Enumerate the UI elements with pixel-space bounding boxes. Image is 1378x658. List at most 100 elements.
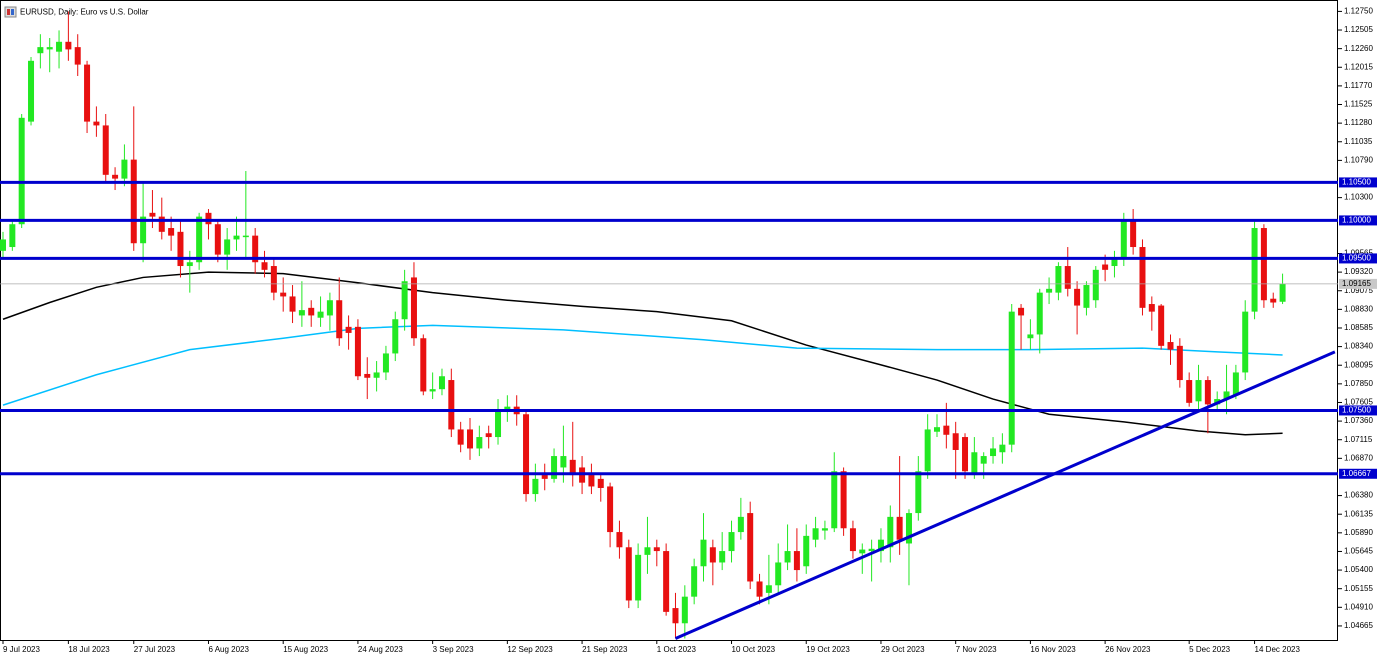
y-tick-label: 1.12750 (1344, 7, 1373, 16)
candle-body (448, 380, 455, 430)
y-tick-label: 1.10300 (1344, 193, 1373, 202)
candle-body (915, 471, 922, 514)
candle-body (345, 326, 352, 333)
x-tick-label: 5 Dec 2023 (1189, 645, 1230, 654)
candle-body (1092, 269, 1099, 301)
candle-body (1139, 247, 1146, 308)
candle-body (1027, 334, 1034, 339)
candle-body (999, 444, 1006, 453)
candle-body (317, 311, 324, 318)
y-tick-label: 1.11280 (1344, 118, 1373, 127)
candle-body (1195, 380, 1202, 402)
candle-body (1064, 266, 1071, 289)
indicators (2, 271, 1283, 436)
candle-body (681, 596, 688, 624)
candle-body (224, 239, 231, 255)
candle-body (1008, 311, 1015, 445)
candle-body (569, 459, 576, 476)
y-tick-label: 1.08830 (1344, 304, 1373, 313)
candle-body (775, 562, 782, 586)
candle-body (401, 281, 408, 320)
candle-body (924, 429, 931, 472)
candle-body (709, 547, 716, 563)
y-tick-label: 1.07850 (1344, 379, 1373, 388)
candle-body (1242, 311, 1249, 373)
x-tick-label: 14 Dec 2023 (1255, 645, 1301, 654)
y-tick-label: 1.06135 (1344, 509, 1373, 518)
candle-body (821, 528, 828, 531)
candle-body (1260, 228, 1267, 301)
candle-body (990, 448, 997, 457)
x-tick-label: 3 Sep 2023 (433, 645, 474, 654)
candle-body (373, 372, 380, 378)
candle-body (18, 117, 25, 225)
candle-body (588, 475, 595, 487)
x-tick-label: 10 Oct 2023 (732, 645, 776, 654)
candle-body (28, 60, 35, 122)
y-tick-label: 1.09075 (1344, 286, 1373, 295)
candle-body (616, 532, 623, 548)
candle-body (186, 262, 193, 267)
candle-body (261, 262, 268, 270)
x-tick-label: 1 Oct 2023 (657, 645, 697, 654)
candle-body (700, 539, 707, 567)
level-label-box (1339, 405, 1377, 416)
candle-body (429, 389, 436, 392)
x-tick-label: 29 Oct 2023 (881, 645, 925, 654)
candle-body (1232, 372, 1239, 396)
x-tick-label: 9 Jul 2023 (3, 645, 40, 654)
candle-body (756, 581, 763, 597)
candle-body (504, 406, 511, 411)
y-tick-label: 1.08340 (1344, 342, 1373, 351)
y-tick-label: 1.05400 (1344, 565, 1373, 574)
candle-body (93, 121, 100, 126)
candle-body (737, 516, 744, 533)
candle-body (943, 425, 950, 435)
candle-body (859, 549, 866, 554)
candle-body (523, 414, 530, 495)
candle-body (1046, 288, 1053, 293)
candle-body (438, 376, 445, 390)
candle-body (168, 228, 175, 236)
y-tick-label: 1.10790 (1344, 155, 1373, 164)
candle-body (849, 528, 856, 552)
candle-body (803, 535, 810, 567)
candle-body (242, 235, 249, 238)
x-tick-label: 26 Nov 2023 (1105, 645, 1151, 654)
candle-body (214, 224, 221, 255)
candle-body (102, 125, 109, 175)
candle-body (719, 551, 726, 563)
candle-body (812, 528, 819, 540)
candle-body (336, 300, 343, 339)
candle-body (140, 216, 147, 244)
candle-body (65, 41, 72, 50)
candle-body (1176, 345, 1183, 381)
candle-body (607, 486, 614, 533)
candle-body (1167, 342, 1174, 350)
candle-body (877, 539, 884, 552)
symbol-icon (4, 6, 17, 18)
level-label: 1.10000 (1342, 216, 1371, 225)
candle-body (1102, 264, 1109, 270)
candle-body (158, 216, 165, 232)
candle-body (635, 554, 642, 601)
candle-body (934, 427, 940, 432)
x-tick-label: 12 Sep 2023 (507, 645, 553, 654)
y-tick-label: 1.05155 (1344, 584, 1373, 593)
x-tick-label: 7 Nov 2023 (956, 645, 997, 654)
x-tick-label: 19 Oct 2023 (806, 645, 850, 654)
candle-body (74, 47, 81, 65)
y-tick-label: 1.11770 (1344, 81, 1373, 90)
candle-body (495, 410, 502, 438)
candle-body (868, 548, 875, 552)
y-tick-label: 1.12260 (1344, 44, 1373, 53)
y-tick-label: 1.12505 (1344, 25, 1373, 34)
candle-body (130, 159, 137, 244)
level-label-box (1339, 253, 1377, 264)
candle-body (1223, 391, 1230, 400)
level-label: 1.06667 (1342, 469, 1371, 478)
candle-body (840, 471, 847, 529)
